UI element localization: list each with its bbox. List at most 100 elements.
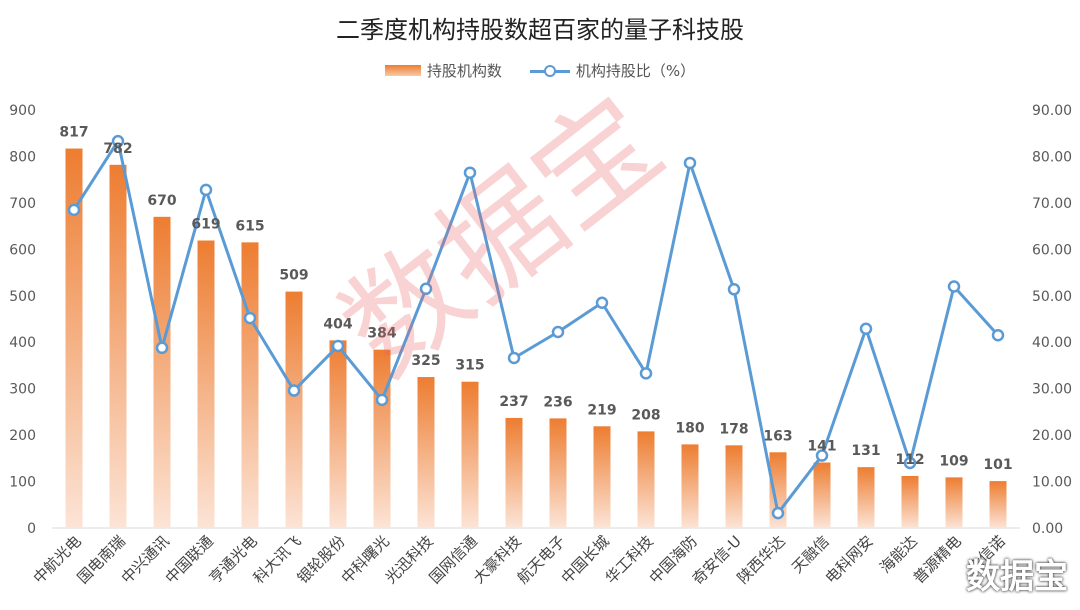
x-tick-label: 中国联通: [162, 532, 217, 587]
line-point: [947, 280, 961, 293]
y-left-tick-label: 700: [9, 196, 36, 212]
y-right-tick-label: 60.00: [1032, 242, 1072, 258]
y-right-tick-label: 50.00: [1032, 289, 1072, 305]
line-point: [287, 384, 301, 397]
bar-value-label: 384: [367, 326, 396, 342]
bar: [197, 240, 215, 528]
line-point: [67, 203, 81, 217]
bar: [637, 431, 655, 528]
bar-value-label: 163: [763, 428, 792, 444]
x-tick-label: 中国长城: [558, 532, 613, 587]
x-tick-label: 中科曙光: [338, 532, 393, 587]
y-right-tick-label: 90.00: [1032, 103, 1072, 119]
x-tick-label: 中航光电: [30, 532, 85, 587]
y-right-tick-label: 40.00: [1032, 335, 1072, 351]
bar-value-label: 817: [59, 125, 88, 141]
y-right-tick-label: 20.00: [1032, 428, 1072, 444]
x-tick-label: 国网信通: [426, 532, 481, 587]
line-point: [683, 156, 697, 170]
legend-bar-label: 持股机构数: [426, 62, 502, 80]
y-right-tick-label: 10.00: [1032, 475, 1072, 491]
x-tick-label: 科大讯飞: [250, 532, 305, 587]
bar: [461, 381, 479, 528]
line-point: [639, 367, 653, 380]
bar: [725, 445, 743, 528]
line-point: [551, 325, 565, 339]
bar: [857, 467, 875, 528]
line-point: [991, 329, 1005, 342]
bar: [65, 148, 83, 528]
bar: [989, 481, 1007, 528]
line-point: [243, 311, 257, 325]
chart-title: 二季度机构持股数超百家的量子科技股: [336, 16, 744, 44]
bar: [945, 477, 963, 528]
bar-value-label: 404: [323, 316, 352, 332]
line-point: [859, 322, 873, 336]
line-point: [331, 339, 345, 353]
x-tick-label: 亨通光电: [206, 532, 261, 587]
bar-value-label: 180: [675, 420, 704, 436]
line-point: [507, 351, 521, 365]
bar-value-label: 236: [543, 394, 572, 410]
bar: [901, 475, 919, 528]
y-right-tick-label: 80.00: [1032, 149, 1072, 165]
bar: [505, 417, 523, 528]
line-point: [727, 283, 741, 296]
line-point: [155, 341, 169, 355]
bar-value-label: 325: [411, 353, 440, 369]
bar-value-label: 208: [631, 407, 660, 423]
y-right-tick-label: 30.00: [1032, 382, 1072, 398]
bar-value-label: 315: [455, 358, 484, 374]
bar: [417, 377, 435, 528]
bar: [593, 426, 611, 528]
y-right-tick-label: 70.00: [1032, 196, 1072, 212]
y-left-tick-label: 300: [9, 382, 36, 398]
bar-value-label: 615: [235, 218, 264, 234]
y-left-tick-label: 500: [9, 289, 36, 305]
line-point: [903, 456, 917, 470]
legend-line-swatch: [529, 64, 570, 78]
bar: [241, 242, 259, 528]
x-tick-label: 电科网安: [822, 532, 877, 587]
line-series-path: [72, 139, 1000, 515]
x-tick-label: 奇安信-U: [689, 532, 745, 588]
y-left-tick-label: 0: [27, 521, 36, 537]
bar-value-label: 619: [191, 217, 220, 233]
y-left-tick-label: 400: [9, 335, 36, 351]
bar-value-label: 131: [851, 443, 880, 459]
line-point: [771, 506, 785, 520]
bar-value-label: 141: [807, 439, 836, 455]
bar: [813, 462, 831, 528]
chart-legend: 持股机构数 机构持股比（%）: [0, 60, 1080, 81]
legend-item-bars: 持股机构数: [384, 60, 502, 81]
line-point: [463, 166, 477, 179]
x-tick-label: 中兴通讯: [118, 532, 173, 587]
brand-logo: 数据宝: [966, 557, 1068, 597]
x-tick-label: 银轮股份: [294, 532, 349, 587]
y-left-tick-label: 600: [9, 242, 36, 258]
x-tick-label: 大豪科技: [470, 532, 525, 587]
bar: [285, 291, 303, 528]
bar: [153, 216, 171, 529]
legend-bar-swatch: [384, 65, 421, 76]
x-tick-label: 华工科技: [602, 532, 657, 587]
x-tick-label: 航天电子: [514, 532, 569, 587]
x-tick-label: 光迅科技: [382, 532, 437, 587]
bar-value-label: 109: [939, 453, 968, 469]
bar-value-label: 670: [147, 193, 176, 209]
y-right-tick-label: 0.00: [1032, 521, 1063, 537]
bar: [681, 444, 699, 528]
y-left-tick-label: 100: [9, 475, 36, 491]
bar-value-label: 178: [719, 421, 748, 437]
bar: [109, 164, 127, 528]
bar-value-label: 782: [103, 141, 132, 157]
y-left-tick-label: 900: [9, 103, 36, 119]
legend-item-line: 机构持股比（%）: [529, 60, 695, 81]
bar-value-label: 237: [499, 394, 528, 410]
bar-value-label: 101: [983, 457, 1012, 473]
line-point: [111, 134, 125, 148]
line-point: [199, 183, 213, 197]
line-point: [595, 296, 609, 309]
